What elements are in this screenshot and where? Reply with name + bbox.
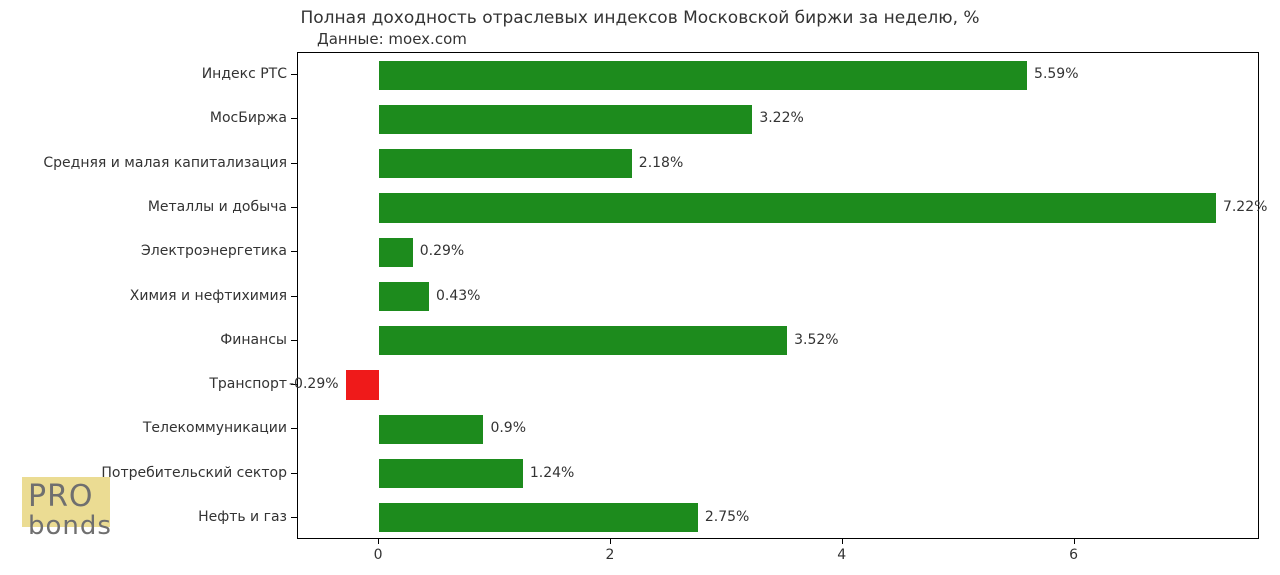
y-tick-label: Средняя и малая капитализация	[43, 155, 287, 171]
bar-value-label: -0.29%	[289, 376, 339, 392]
bar-value-label: 3.52%	[794, 332, 838, 348]
x-tick-label: 0	[374, 547, 383, 563]
bar	[379, 459, 523, 488]
chart-title: Полная доходность отраслевых индексов Мо…	[0, 8, 1280, 28]
y-tick	[291, 163, 297, 164]
x-tick	[842, 539, 843, 544]
bar	[346, 370, 380, 399]
y-tick-label: Транспорт	[209, 376, 287, 392]
bar	[379, 61, 1027, 90]
bar	[379, 149, 632, 178]
bar-value-label: 2.18%	[639, 155, 683, 171]
bar-value-label: 5.59%	[1034, 66, 1078, 82]
bar-value-label: 0.29%	[420, 243, 464, 259]
chart-subtitle: Данные: moex.com	[317, 30, 467, 48]
y-tick-label: МосБиржа	[210, 110, 287, 126]
bar-value-label: 7.22%	[1223, 199, 1267, 215]
y-tick-label: Электроэнергетика	[141, 243, 287, 259]
y-tick-label: Химия и нефтихимия	[130, 288, 287, 304]
y-tick	[291, 428, 297, 429]
watermark-line1: PRO	[28, 479, 94, 514]
y-tick-label: Металлы и добыча	[148, 199, 287, 215]
x-tick-label: 2	[605, 547, 614, 563]
x-tick	[610, 539, 611, 544]
bar	[379, 193, 1216, 222]
y-tick	[291, 251, 297, 252]
y-tick	[291, 517, 297, 518]
bar	[379, 503, 698, 532]
watermark-line2: bonds	[28, 511, 112, 541]
bar	[379, 238, 413, 267]
y-tick-label: Нефть и газ	[198, 509, 287, 525]
bar-value-label: 1.24%	[530, 465, 574, 481]
y-tick	[291, 296, 297, 297]
watermark-logo: PRO bonds	[22, 477, 122, 553]
x-tick-label: 4	[837, 547, 846, 563]
x-tick	[378, 539, 379, 544]
bar	[379, 415, 483, 444]
y-tick-label: Потребительский сектор	[101, 465, 287, 481]
y-tick-label: Телекоммуникации	[143, 420, 287, 436]
y-tick	[291, 340, 297, 341]
bar-value-label: 0.9%	[490, 420, 526, 436]
x-tick-label: 6	[1069, 547, 1078, 563]
y-tick-label: Финансы	[220, 332, 287, 348]
bar-value-label: 3.22%	[759, 110, 803, 126]
bar-value-label: 0.43%	[436, 288, 480, 304]
bar-value-label: 2.75%	[705, 509, 749, 525]
y-tick	[291, 207, 297, 208]
bar	[379, 326, 787, 355]
bar	[379, 282, 429, 311]
y-tick	[291, 74, 297, 75]
y-tick	[291, 118, 297, 119]
y-tick-label: Индекс РТС	[202, 66, 287, 82]
y-tick	[291, 473, 297, 474]
bar	[379, 105, 752, 134]
x-tick	[1074, 539, 1075, 544]
